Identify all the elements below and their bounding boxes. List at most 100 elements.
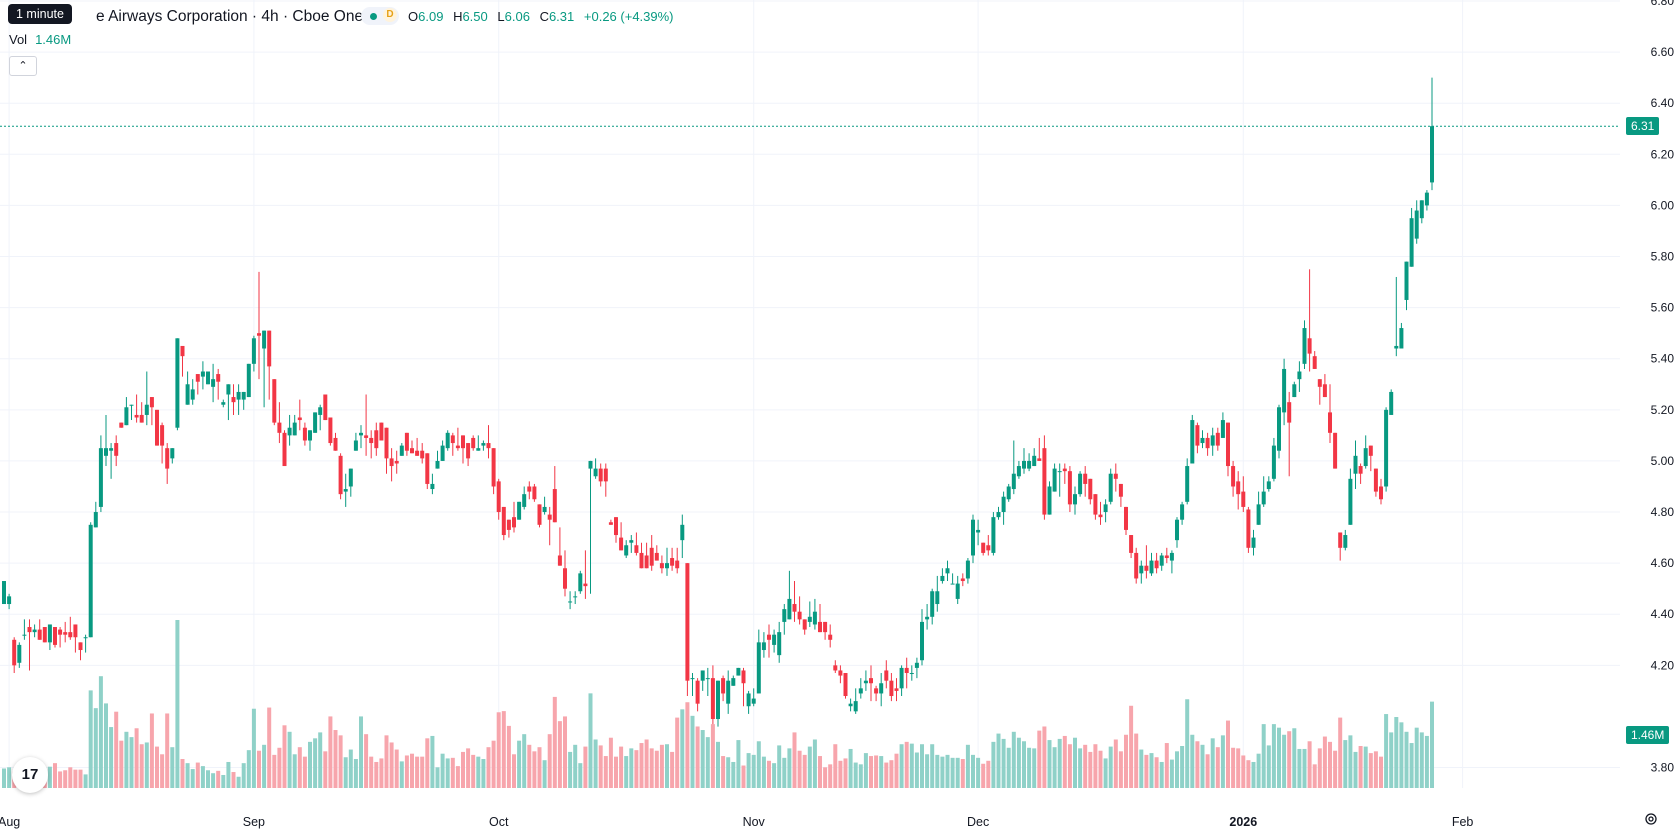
candle-body	[833, 665, 838, 671]
volume-bar	[1001, 738, 1006, 788]
candle-body	[430, 483, 435, 490]
volume-bar	[1052, 747, 1057, 788]
volume-bar	[1317, 748, 1322, 788]
candle-body	[665, 563, 669, 569]
volume-bar	[1093, 744, 1098, 788]
volume-bar	[741, 765, 746, 788]
candle-body	[297, 417, 302, 421]
candle-body	[675, 560, 680, 569]
candle-body	[359, 432, 363, 436]
candle-body	[1256, 504, 1261, 525]
candle-body	[1384, 409, 1389, 487]
volume-bar	[134, 728, 139, 788]
volume-bar	[874, 755, 879, 788]
candle-body	[1414, 210, 1419, 239]
volume-bar	[1297, 748, 1302, 788]
candle-body	[1399, 328, 1404, 349]
volume-bar	[920, 744, 924, 788]
chevron-up-icon: ⌃	[18, 60, 28, 72]
candle-body	[828, 634, 833, 640]
collapse-legend-button[interactable]: ⌃	[9, 56, 37, 76]
candle-body	[914, 662, 919, 668]
low-label: L	[497, 9, 505, 24]
volume-bar	[394, 749, 399, 788]
volume-bar	[63, 770, 68, 788]
candle-body	[231, 397, 236, 403]
volume-bar	[1287, 731, 1292, 788]
volume-bar	[338, 735, 343, 788]
volume-bar	[236, 776, 241, 788]
tradingview-logo-icon[interactable]: 17	[12, 757, 48, 793]
candle-body	[170, 448, 175, 459]
volume-bar	[231, 772, 236, 788]
volume-bar	[751, 754, 756, 788]
volume-bar	[700, 730, 705, 788]
time-tick-label: Feb	[1452, 815, 1474, 829]
candle-body	[777, 632, 782, 656]
volume-bar	[665, 744, 669, 788]
volume-bar	[614, 756, 618, 788]
volume-bar	[175, 620, 180, 788]
volume-bar	[1190, 734, 1195, 788]
volume-bar	[1078, 748, 1083, 788]
gear-icon[interactable]	[1644, 812, 1658, 826]
candle-body	[262, 330, 267, 349]
volume-bar	[1134, 733, 1139, 788]
volume-bar	[1333, 750, 1338, 788]
volume-bar	[1205, 754, 1210, 788]
volume-bar	[257, 750, 261, 788]
time-axis[interactable]: Aug Sep Oct Nov Dec 2026 Feb	[0, 815, 1473, 829]
candle-body	[848, 703, 853, 707]
candle-body	[1042, 448, 1047, 515]
volume-bar	[241, 763, 246, 788]
volume-bar	[144, 742, 149, 788]
candle-body	[1261, 491, 1266, 505]
volume-bar	[1037, 730, 1042, 788]
candle-body	[1333, 432, 1338, 469]
candle-body	[1358, 466, 1363, 474]
candle-body	[1164, 555, 1169, 559]
candle-body	[338, 455, 343, 495]
volume-bar	[935, 754, 940, 788]
candle-body	[313, 412, 318, 433]
candle-body	[863, 680, 868, 684]
candle-body	[986, 545, 991, 551]
volume-bar	[302, 756, 307, 788]
price-axis[interactable]: 6.80 6.60 6.40 6.20 6.00 5.80 5.60 5.40 5.20 5.00…	[1651, 0, 1675, 775]
candle-body	[415, 450, 420, 456]
market-open-dot-icon	[370, 13, 377, 20]
volume-bar	[782, 757, 787, 788]
price-tick-label: 6.00	[1651, 198, 1675, 212]
volume-bar	[716, 741, 720, 788]
volume-bar	[1124, 734, 1128, 788]
price-tick-label: 5.00	[1651, 454, 1675, 468]
candle-body	[2, 581, 6, 605]
candle-body	[1011, 473, 1016, 490]
volume-bar	[736, 740, 741, 788]
volume-bar	[343, 757, 348, 788]
volume-bar	[47, 766, 52, 788]
volume-legend[interactable]: Vol 1.46M	[9, 32, 71, 47]
candle-body	[1108, 473, 1113, 502]
high-label: H	[453, 9, 463, 24]
candle-body	[1057, 471, 1062, 473]
volume-bar	[598, 745, 603, 788]
candle-body	[47, 624, 52, 643]
candle-body	[1424, 192, 1429, 206]
candle-body	[1134, 552, 1139, 579]
candle-body	[792, 604, 797, 612]
candle-body	[823, 621, 828, 633]
candle-body	[945, 568, 950, 574]
volume-bar	[996, 733, 1001, 788]
volume-bar	[415, 756, 420, 788]
volume-label: Vol	[9, 32, 28, 47]
candle-body	[353, 440, 358, 451]
volume-bar	[976, 757, 981, 788]
candle-body	[889, 680, 894, 697]
price-tick-label: 4.40	[1651, 607, 1675, 621]
symbol-title[interactable]: e Airways Corporation · 4h · Cboe One	[96, 8, 364, 25]
candle-body	[251, 338, 256, 364]
market-status-pill[interactable]: D	[361, 7, 399, 25]
volume-bar	[1399, 722, 1404, 788]
